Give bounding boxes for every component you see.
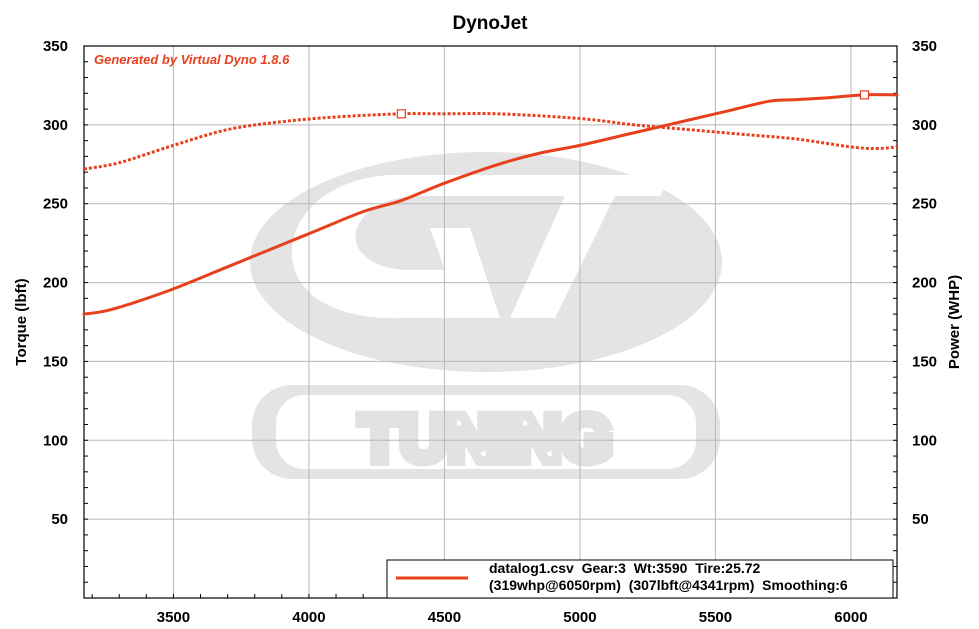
y2-tick-label: 200 bbox=[912, 275, 937, 292]
gt-tuning-watermark: TUNING bbox=[250, 152, 722, 480]
watermark-banner-inner bbox=[276, 395, 696, 469]
y2-tick-label: 300 bbox=[912, 117, 937, 134]
legend-box bbox=[386, 559, 894, 599]
y2-tick-label: 150 bbox=[912, 353, 937, 370]
y-tick-label: 100 bbox=[43, 432, 68, 449]
series-group bbox=[82, 90, 899, 316]
torque-peak-marker bbox=[396, 109, 406, 119]
y-axis-ticks: 50 100 150 200 250 300 350 bbox=[43, 38, 68, 528]
y-tick-label: 250 bbox=[43, 196, 68, 213]
x-tick-label: 6000 bbox=[834, 609, 867, 626]
chart-title: DynoJet bbox=[453, 13, 529, 34]
torque-curve bbox=[83, 111, 898, 171]
y-tick-label: 50 bbox=[51, 511, 68, 528]
y-axis-label: Torque (lbft) bbox=[13, 278, 30, 365]
x-axis-ticks: 3500 4000 4500 5000 5500 6000 bbox=[157, 609, 868, 626]
legend-line-1: datalog1.csv Gear:3 Wt:3590 Tire:25.72 bbox=[489, 560, 761, 576]
y-tick-label: 200 bbox=[43, 275, 68, 292]
x-tick-label: 5500 bbox=[699, 609, 732, 626]
generated-note: Generated by Virtual Dyno 1.8.6 bbox=[94, 52, 290, 67]
y2-tick-label: 50 bbox=[912, 511, 929, 528]
y2-axis-ticks: 50 100 150 200 250 300 350 bbox=[912, 38, 937, 528]
y-tick-label: 300 bbox=[43, 117, 68, 134]
x-tick-label: 4000 bbox=[292, 609, 325, 626]
y2-tick-label: 250 bbox=[912, 196, 937, 213]
y2-axis-label: Power (WHP) bbox=[946, 275, 963, 369]
y-tick-label: 350 bbox=[43, 38, 68, 55]
power-curve bbox=[82, 93, 899, 316]
x-tick-label: 4500 bbox=[428, 609, 461, 626]
y2-tick-label: 350 bbox=[912, 38, 937, 55]
power-peak-marker bbox=[859, 90, 870, 100]
legend: datalog1.csv Gear:3 Wt:3590 Tire:25.72 (… bbox=[386, 559, 894, 599]
x-tick-label: 5000 bbox=[563, 609, 596, 626]
legend-line-2: (319whp@6050rpm) (307lbft@4341rpm) Smoot… bbox=[489, 577, 848, 593]
watermark-tuning-text: TUNING bbox=[360, 401, 613, 475]
x-tick-label: 3500 bbox=[157, 609, 190, 626]
y2-tick-label: 100 bbox=[912, 432, 937, 449]
y-tick-label: 150 bbox=[43, 353, 68, 370]
